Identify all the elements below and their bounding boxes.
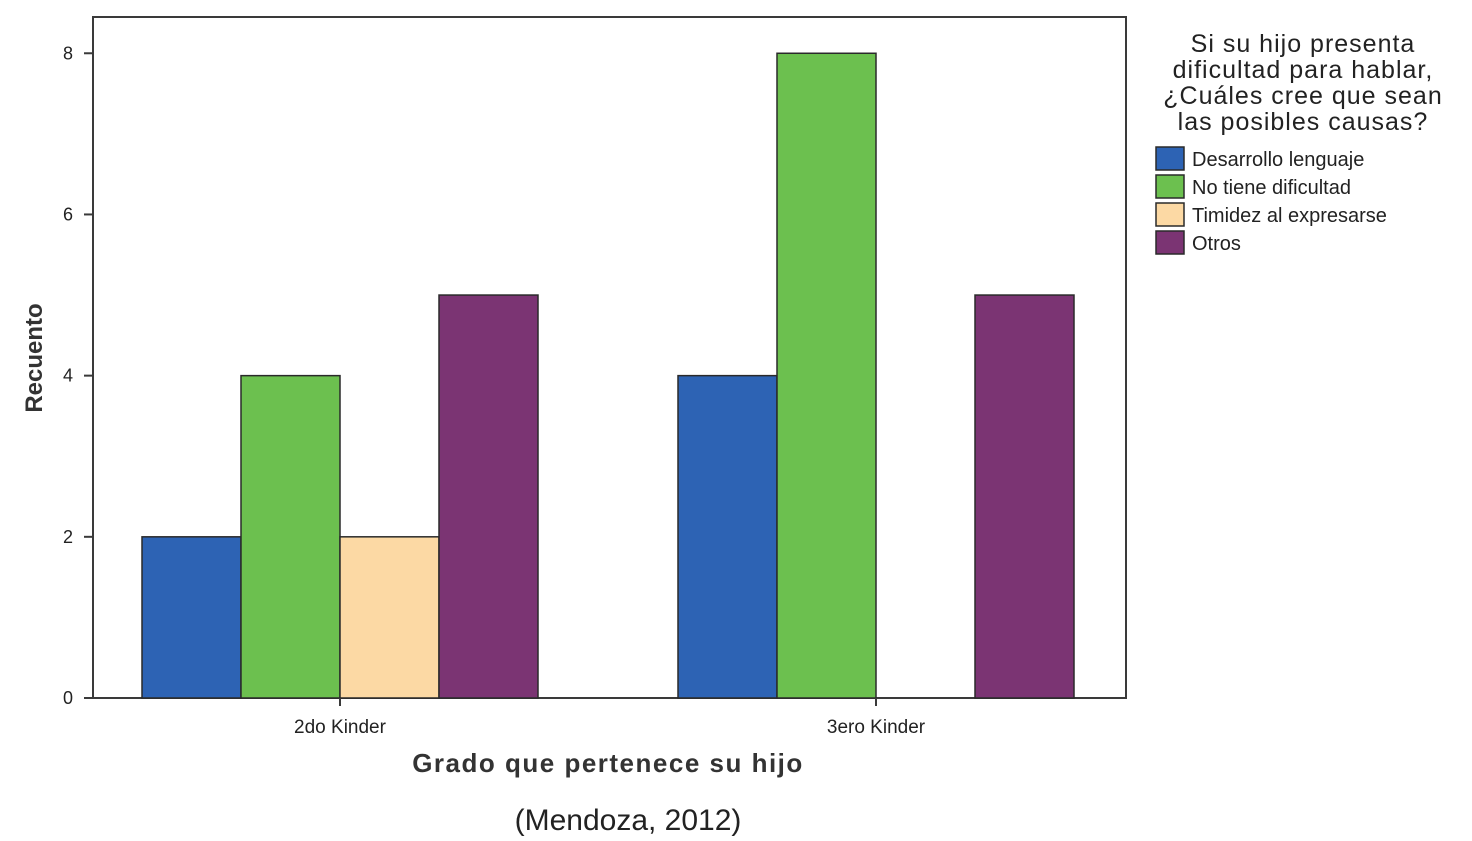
legend-items: Desarrollo lenguaje No tiene dificultad Ti… bbox=[1155, 146, 1387, 255]
legend-label: Desarrollo lenguaje bbox=[1192, 149, 1364, 171]
x-tick-label: 2do Kinder bbox=[294, 717, 387, 738]
legend-swatch bbox=[1155, 146, 1185, 171]
legend-label: Otros bbox=[1192, 233, 1241, 255]
legend-title-line: dificultad para hablar, bbox=[1173, 56, 1434, 84]
y-tick-label: 6 bbox=[63, 204, 73, 224]
bar bbox=[141, 536, 242, 699]
legend-title: Si su hijo presenta dificultad para habl… bbox=[1163, 30, 1442, 136]
x-tick-label: 3ero Kinder bbox=[827, 717, 926, 738]
y-axis: 0 2 4 6 8 bbox=[63, 43, 93, 708]
bar bbox=[776, 52, 877, 699]
legend-title-line: las posibles causas? bbox=[1178, 108, 1429, 136]
legend-title-line: Si su hijo presenta bbox=[1191, 30, 1416, 58]
y-axis-title: Recuento bbox=[21, 303, 48, 412]
legend-swatch bbox=[1155, 174, 1185, 199]
x-axis: 2do Kinder 3ero Kinder bbox=[294, 698, 926, 738]
bar bbox=[240, 374, 341, 699]
bar bbox=[974, 294, 1075, 699]
legend-label: Timidez al expresarse bbox=[1192, 205, 1387, 227]
legend-label: No tiene dificultad bbox=[1192, 177, 1351, 199]
legend-swatch bbox=[1155, 202, 1185, 227]
x-axis-title: Grado que pertenece su hijo bbox=[412, 748, 804, 778]
y-tick-label: 4 bbox=[63, 366, 73, 386]
y-tick-label: 2 bbox=[63, 527, 73, 547]
bar bbox=[339, 536, 440, 699]
legend-swatch bbox=[1155, 230, 1185, 255]
bar bbox=[677, 374, 778, 699]
bars-group bbox=[141, 52, 1075, 699]
legend-title-line: ¿Cuáles cree que sean bbox=[1163, 82, 1442, 110]
citation: (Mendoza, 2012) bbox=[515, 804, 742, 836]
y-tick-label: 0 bbox=[63, 688, 73, 708]
y-tick-label: 8 bbox=[63, 43, 73, 63]
legend: Si su hijo presenta dificultad para habl… bbox=[1155, 30, 1442, 255]
bar bbox=[438, 294, 539, 699]
